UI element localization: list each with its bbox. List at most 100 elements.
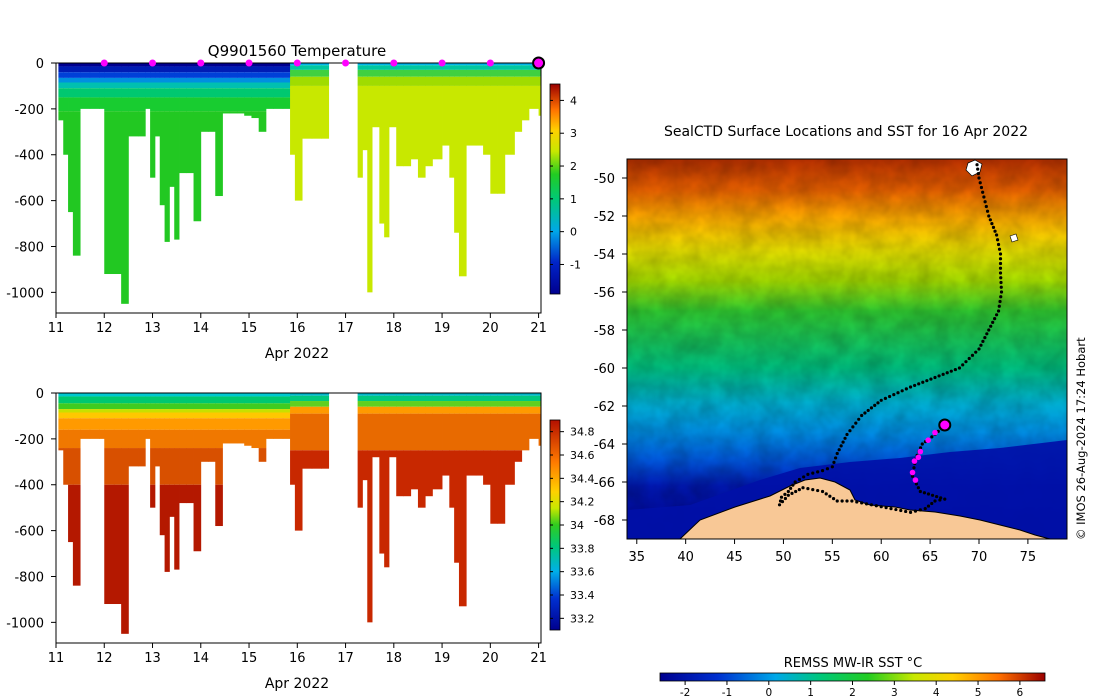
temperature-profile-cell bbox=[432, 69, 443, 77]
salinity-profile-cell bbox=[174, 429, 180, 449]
temperature-profile-cell bbox=[432, 63, 443, 66]
temperature-profile-cell bbox=[357, 85, 363, 178]
map-ytick-label: -58 bbox=[594, 324, 615, 339]
salinity-profile-cell bbox=[425, 450, 433, 497]
temperature-profile-cell bbox=[121, 97, 129, 112]
temperature-profile-cell bbox=[290, 76, 296, 86]
salinity-profile-cell bbox=[113, 393, 122, 397]
temperature-profile-cell bbox=[372, 69, 380, 77]
map-ytick-label: -52 bbox=[594, 210, 615, 225]
temperature-profile-cell bbox=[186, 111, 194, 174]
salinity-profile-cell bbox=[164, 418, 170, 430]
temperature-profile-cell bbox=[396, 76, 404, 86]
salinity-profile-cell bbox=[504, 413, 515, 451]
temperature-profile-cell bbox=[302, 69, 313, 77]
salinity-profile-cell bbox=[63, 429, 69, 449]
track-point bbox=[945, 371, 949, 375]
temperature-profile-cell bbox=[68, 63, 74, 67]
salinity-profile-cell bbox=[99, 409, 105, 413]
salinity-profile-cell bbox=[236, 418, 245, 430]
salinity-ytick-label: -600 bbox=[14, 525, 44, 540]
temperature-profile-cell bbox=[449, 85, 455, 178]
temperature-xtick-label: 12 bbox=[96, 321, 113, 336]
salinity-profile-cell bbox=[410, 450, 419, 490]
track-point bbox=[918, 446, 923, 450]
salinity-profile-cell bbox=[150, 403, 156, 410]
temperature-profile-cell bbox=[215, 111, 223, 197]
salinity-profile-cell bbox=[145, 409, 151, 413]
temperature-profile-cell bbox=[490, 85, 498, 194]
temperature-profile-cell bbox=[384, 63, 390, 66]
temperature-profile-cell bbox=[193, 77, 202, 83]
salinity-profile-cell bbox=[483, 406, 491, 414]
salinity-profile-cell bbox=[258, 418, 267, 430]
map-xtick-label: 55 bbox=[824, 550, 841, 565]
salinity-profile-cell bbox=[449, 401, 455, 407]
salinity-profile-cell bbox=[528, 393, 539, 396]
temperature-cb-tick-label: 4 bbox=[570, 94, 577, 107]
salinity-profile-cell bbox=[258, 429, 267, 449]
sst-map-axes: 35 40 45 50 55 60 65 70 75 -50 -52 -54 -56 -58 -60 -62 -… bbox=[594, 172, 1036, 565]
track-point bbox=[811, 471, 815, 475]
track-point bbox=[993, 229, 997, 233]
temperature-profile-cell bbox=[193, 88, 202, 98]
salinity-profile-cell bbox=[379, 401, 385, 407]
salinity-profile-cell bbox=[294, 413, 303, 451]
temperature-cb-tick-label: 1 bbox=[570, 193, 577, 206]
salinity-profile-cell bbox=[104, 484, 115, 605]
track-point bbox=[811, 488, 815, 492]
temperature-profile-cell bbox=[236, 66, 245, 73]
surface-location-marker bbox=[438, 59, 446, 67]
track-point bbox=[779, 495, 784, 499]
track-point bbox=[998, 299, 1002, 304]
salinity-profile-cell bbox=[458, 395, 467, 402]
track-point bbox=[979, 343, 983, 347]
temperature-profile-cell bbox=[215, 66, 223, 73]
salinity-profile-cell bbox=[169, 409, 175, 413]
salinity-profile-cell bbox=[302, 395, 313, 402]
salinity-profile-cell bbox=[150, 409, 156, 413]
temperature-profile-cell bbox=[150, 66, 156, 73]
temperature-profile-cell bbox=[169, 88, 175, 98]
salinity-profile-cell bbox=[121, 484, 129, 634]
salinity-profile-cell bbox=[417, 393, 426, 396]
temperature-profile-cell bbox=[258, 63, 267, 67]
salinity-profile-cell bbox=[417, 401, 426, 407]
track-point bbox=[840, 499, 844, 503]
temperature-profile-cell bbox=[417, 76, 426, 86]
salinity-profile-cell bbox=[99, 396, 105, 404]
salinity-profile-cell bbox=[113, 418, 122, 430]
salinity-profile-cell bbox=[104, 412, 115, 419]
temperature-profile-cell bbox=[159, 77, 165, 83]
salinity-profile-cell bbox=[229, 393, 238, 397]
salinity-profile-cell bbox=[159, 448, 165, 485]
temperature-profile-cell bbox=[164, 97, 170, 112]
salinity-profile-cell bbox=[89, 396, 100, 404]
salinity-profile-cell bbox=[521, 406, 530, 414]
temperature-profile-cell bbox=[159, 88, 165, 98]
salinity-profile-cell bbox=[72, 396, 81, 404]
salinity-colorbar-ticks: 33.2 33.4 33.6 33.8 34 34.2 34.4 34.6 34.8 bbox=[550, 426, 595, 625]
map-xtick-label: 50 bbox=[775, 550, 792, 565]
salinity-profile-cell bbox=[215, 393, 223, 397]
temperature-title: Q9901560 Temperature bbox=[208, 42, 386, 60]
temperature-profile-cell bbox=[186, 72, 194, 78]
salinity-profile-cell bbox=[104, 396, 115, 404]
temperature-profile-cell bbox=[290, 63, 296, 66]
salinity-profile-cell bbox=[215, 396, 223, 404]
salinity-profile-cell bbox=[367, 401, 373, 407]
salinity-profile-cell bbox=[396, 413, 404, 451]
temperature-profile-cell bbox=[417, 63, 426, 66]
track-point bbox=[995, 238, 1000, 242]
track-point bbox=[970, 353, 975, 357]
salinity-profile-cell bbox=[121, 393, 129, 397]
salinity-profile-cell bbox=[159, 393, 165, 397]
salinity-profile-cell bbox=[432, 413, 443, 451]
recent-position-marker bbox=[909, 469, 916, 476]
track-point bbox=[908, 385, 913, 389]
track-point bbox=[866, 408, 870, 413]
temperature-profile-cell bbox=[258, 72, 267, 78]
temperature-profile-cell bbox=[154, 97, 161, 112]
sst-map-title: SealCTD Surface Locations and SST for 16… bbox=[664, 124, 1028, 140]
track-point bbox=[998, 271, 1003, 275]
